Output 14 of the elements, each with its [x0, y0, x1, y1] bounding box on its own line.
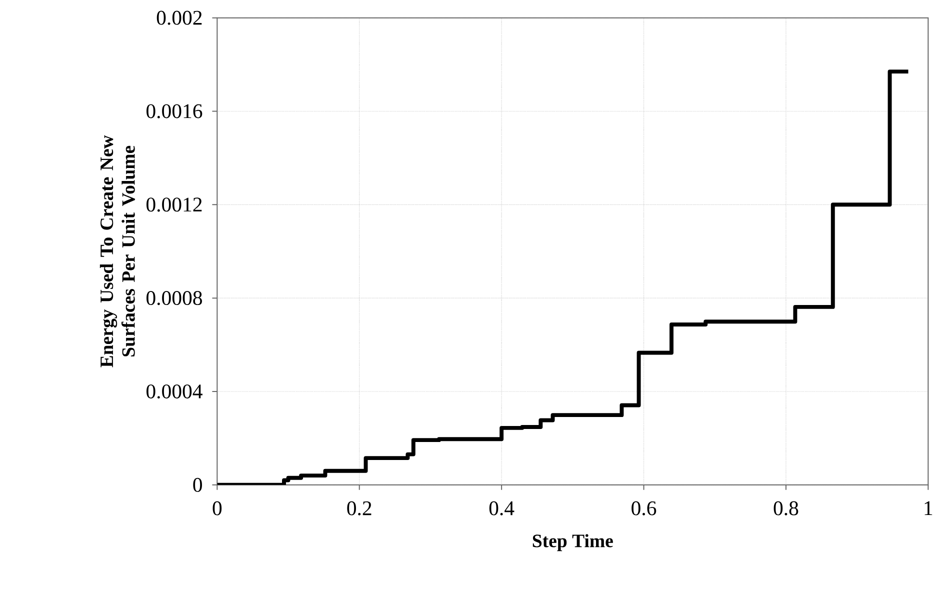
- x-tick-label: 0.6: [632, 501, 656, 516]
- x-tick-label: 0.4: [489, 501, 514, 516]
- y-tick-label: 0.0008: [146, 291, 202, 306]
- y-tick-label: 0.0012: [146, 198, 202, 212]
- x-tick-label: 0.8: [774, 501, 798, 516]
- y-tick-label: 0.0016: [146, 104, 202, 118]
- x-tick-label: 0: [212, 501, 222, 516]
- x-axis-title: Step Time: [532, 534, 613, 552]
- y-tick-label: 0: [193, 478, 202, 492]
- y-axis-title: Energy Used To Create New Surfaces Per Unit Volume: [100, 135, 135, 368]
- x-tick-label: 1: [924, 501, 932, 516]
- y-tick-label: 0.002: [156, 10, 202, 25]
- y-tick-label: 0.0004: [146, 384, 202, 399]
- x-tick-label: 0.2: [347, 501, 372, 516]
